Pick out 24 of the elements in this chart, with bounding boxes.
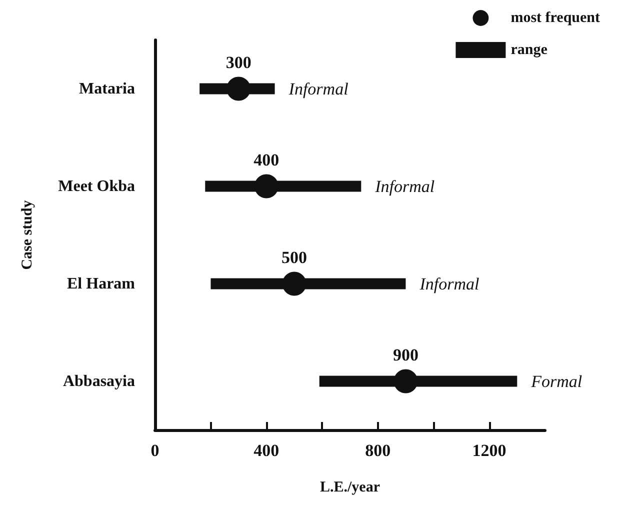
y-tick-label: El Haram [67,275,136,292]
y-tick-label: Mataria [79,80,135,98]
x-tick-label: 800 [365,441,391,460]
point [282,272,306,296]
y-tick-label: Abbasayia [62,372,135,390]
y-axis-title: Case study [20,200,36,270]
data-label: 400 [254,150,280,170]
data-label: 900 [392,345,418,364]
x-tick-label: 400 [254,441,280,460]
point [254,174,278,198]
point [394,369,418,394]
data-label: 500 [282,248,308,267]
y-tick-label: Meet Okba [58,178,135,195]
annotation: Informal [374,176,435,196]
legend-label: range [510,42,548,58]
annotation: Informal [418,274,480,294]
annotation: Formal [530,372,582,391]
x-axis-title: L.E./year [320,480,380,496]
point [226,76,251,101]
x-tick-label: 0 [150,441,160,460]
annotation: Informal [288,79,349,98]
data-label: 300 [226,52,252,72]
legend-label: most frequent [510,10,600,26]
x-tick-label: 1200 [472,441,506,460]
